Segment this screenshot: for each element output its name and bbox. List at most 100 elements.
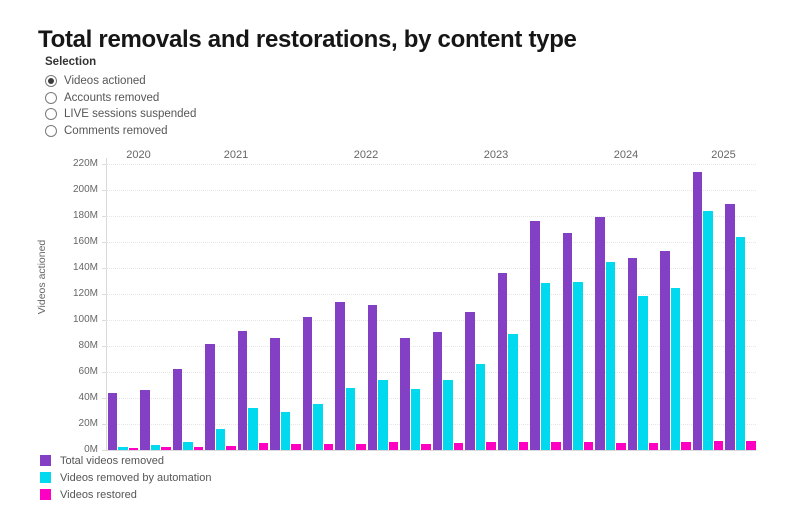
y-axis-title: Videos actioned bbox=[36, 239, 48, 315]
radio-icon[interactable] bbox=[45, 75, 57, 88]
radio-icon[interactable] bbox=[45, 91, 57, 104]
bar-videos-removed-by-automation-2023-Q4[interactable] bbox=[540, 282, 550, 450]
bar-videos-removed-by-automation-2022-Q2[interactable] bbox=[345, 387, 355, 450]
bar-videos-removed-by-automation-2024-Q3[interactable] bbox=[638, 295, 648, 450]
y-tick-mark bbox=[102, 320, 106, 321]
bar-total-videos-removed-2022-Q3[interactable] bbox=[367, 305, 377, 450]
bar-videos-removed-by-automation-2020-Q4[interactable] bbox=[150, 445, 160, 450]
bar-videos-removed-by-automation-2024-Q4[interactable] bbox=[670, 287, 680, 450]
radio-option-label: Accounts removed bbox=[64, 91, 160, 104]
bar-videos-removed-by-automation-2025-Q2[interactable] bbox=[735, 237, 745, 450]
bar-videos-removed-by-automation-2025-Q1[interactable] bbox=[703, 210, 713, 450]
radio-option-comments-removed[interactable]: Comments removed bbox=[45, 123, 196, 140]
bar-videos-restored-2022-Q4[interactable] bbox=[421, 443, 431, 450]
bar-total-videos-removed-2021-Q3[interactable] bbox=[237, 331, 247, 451]
bar-total-videos-removed-2025-Q1[interactable] bbox=[692, 171, 702, 450]
bar-total-videos-removed-2024-Q1[interactable] bbox=[562, 232, 572, 450]
bar-videos-removed-by-automation-2022-Q3[interactable] bbox=[378, 380, 388, 450]
bar-videos-removed-by-automation-2024-Q2[interactable] bbox=[605, 262, 615, 450]
bar-videos-restored-2024-Q1[interactable] bbox=[583, 442, 593, 450]
y-tick-label: 160M bbox=[72, 236, 98, 247]
bar-videos-restored-2023-Q4[interactable] bbox=[551, 441, 561, 451]
bar-total-videos-removed-2024-Q2[interactable] bbox=[595, 217, 605, 450]
bar-videos-restored-2024-Q2[interactable] bbox=[616, 442, 626, 451]
radio-option-label: LIVE sessions suspended bbox=[64, 108, 197, 121]
bar-videos-removed-by-automation-2022-Q1[interactable] bbox=[313, 403, 323, 450]
radio-icon[interactable] bbox=[45, 108, 57, 121]
bar-videos-restored-2021-Q2[interactable] bbox=[226, 446, 236, 450]
gridline-40M bbox=[106, 398, 756, 399]
year-label-2024: 2024 bbox=[613, 149, 639, 161]
gridline-80M bbox=[106, 346, 756, 347]
bar-videos-restored-2023-Q3[interactable] bbox=[518, 441, 528, 451]
bar-total-videos-removed-2024-Q4[interactable] bbox=[660, 251, 670, 450]
y-tick-mark bbox=[102, 398, 106, 399]
bar-videos-restored-2021-Q3[interactable] bbox=[258, 442, 268, 451]
bar-videos-removed-by-automation-2023-Q2[interactable] bbox=[475, 363, 485, 451]
legend-label: Videos restored bbox=[60, 488, 137, 501]
radio-option-label: Videos actioned bbox=[64, 75, 146, 88]
legend-item-total-videos-removed[interactable]: Total videos removed bbox=[40, 452, 211, 469]
bar-videos-restored-2024-Q4[interactable] bbox=[681, 442, 691, 450]
bar-total-videos-removed-2023-Q4[interactable] bbox=[530, 220, 540, 450]
legend-swatch-cyan bbox=[40, 472, 51, 483]
radio-option-accounts-removed[interactable]: Accounts removed bbox=[45, 90, 196, 107]
bar-videos-removed-by-automation-2023-Q3[interactable] bbox=[508, 334, 518, 450]
bar-videos-removed-by-automation-2022-Q4[interactable] bbox=[410, 388, 420, 450]
bar-videos-restored-2023-Q2[interactable] bbox=[486, 442, 496, 450]
bar-videos-restored-2021-Q4[interactable] bbox=[291, 444, 301, 450]
bar-total-videos-removed-2025-Q2[interactable] bbox=[725, 203, 735, 450]
year-label-2020: 2020 bbox=[126, 149, 151, 161]
bar-total-videos-removed-2023-Q2[interactable] bbox=[465, 311, 475, 450]
bar-total-videos-removed-2021-Q2[interactable] bbox=[205, 344, 215, 451]
bar-videos-removed-by-automation-2021-Q1[interactable] bbox=[183, 441, 193, 451]
y-tick-mark bbox=[102, 346, 106, 347]
bar-total-videos-removed-2023-Q3[interactable] bbox=[497, 272, 507, 450]
y-tick-label: 140M bbox=[72, 262, 98, 273]
bar-videos-restored-2022-Q3[interactable] bbox=[388, 442, 398, 450]
bar-videos-removed-by-automation-2021-Q4[interactable] bbox=[280, 411, 290, 450]
selection-group-label: Selection bbox=[45, 56, 97, 68]
bar-videos-restored-2020-Q4[interactable] bbox=[161, 447, 171, 450]
bar-videos-restored-2020-Q3[interactable] bbox=[128, 448, 138, 451]
chart-legend: Total videos removed Videos removed by a… bbox=[40, 452, 211, 503]
y-tick-label: 100M bbox=[72, 314, 98, 325]
bar-total-videos-removed-2020-Q3[interactable] bbox=[107, 393, 117, 450]
gridline-60M bbox=[106, 372, 756, 373]
bar-total-videos-removed-2023-Q1[interactable] bbox=[432, 331, 442, 450]
radio-option-videos-actioned[interactable]: Videos actioned bbox=[45, 73, 196, 90]
y-tick-mark bbox=[102, 450, 106, 451]
bar-total-videos-removed-2022-Q2[interactable] bbox=[335, 301, 345, 450]
gridline-180M bbox=[106, 216, 756, 217]
bar-videos-removed-by-automation-2021-Q2[interactable] bbox=[215, 428, 225, 450]
bar-total-videos-removed-2021-Q1[interactable] bbox=[172, 369, 182, 450]
legend-item-videos-restored[interactable]: Videos restored bbox=[40, 486, 211, 503]
bar-videos-removed-by-automation-2024-Q1[interactable] bbox=[573, 281, 583, 450]
y-tick-mark bbox=[102, 424, 106, 425]
y-tick-mark bbox=[102, 216, 106, 217]
radio-option-live-sessions-suspended[interactable]: LIVE sessions suspended bbox=[45, 106, 196, 123]
radio-icon[interactable] bbox=[45, 124, 57, 137]
bar-total-videos-removed-2022-Q1[interactable] bbox=[302, 316, 312, 451]
legend-item-videos-removed-by-automation[interactable]: Videos removed by automation bbox=[40, 469, 211, 486]
bar-total-videos-removed-2021-Q4[interactable] bbox=[270, 338, 280, 450]
bar-videos-restored-2022-Q1[interactable] bbox=[323, 444, 333, 450]
bar-total-videos-removed-2024-Q3[interactable] bbox=[627, 258, 637, 451]
bar-videos-removed-by-automation-2021-Q3[interactable] bbox=[248, 408, 258, 450]
bar-videos-restored-2025-Q2[interactable] bbox=[746, 440, 756, 450]
selection-group: Selection Videos actioned Accounts remov… bbox=[45, 56, 196, 139]
gridline-220M bbox=[106, 164, 756, 165]
bar-videos-restored-2023-Q1[interactable] bbox=[453, 442, 463, 451]
bar-videos-restored-2024-Q3[interactable] bbox=[648, 442, 658, 451]
bar-videos-removed-by-automation-2020-Q3[interactable] bbox=[118, 446, 128, 451]
bar-videos-restored-2022-Q2[interactable] bbox=[356, 443, 366, 450]
bar-videos-removed-by-automation-2023-Q1[interactable] bbox=[443, 380, 453, 450]
bar-videos-restored-2021-Q1[interactable] bbox=[193, 446, 203, 451]
bar-total-videos-removed-2020-Q4[interactable] bbox=[140, 389, 150, 451]
bar-total-videos-removed-2022-Q4[interactable] bbox=[400, 338, 410, 450]
legend-swatch-magenta bbox=[40, 489, 51, 500]
y-tick-mark bbox=[102, 242, 106, 243]
radio-option-label: Comments removed bbox=[64, 124, 168, 137]
bar-videos-restored-2025-Q1[interactable] bbox=[713, 440, 723, 450]
page-title: Total removals and restorations, by cont… bbox=[38, 26, 577, 54]
